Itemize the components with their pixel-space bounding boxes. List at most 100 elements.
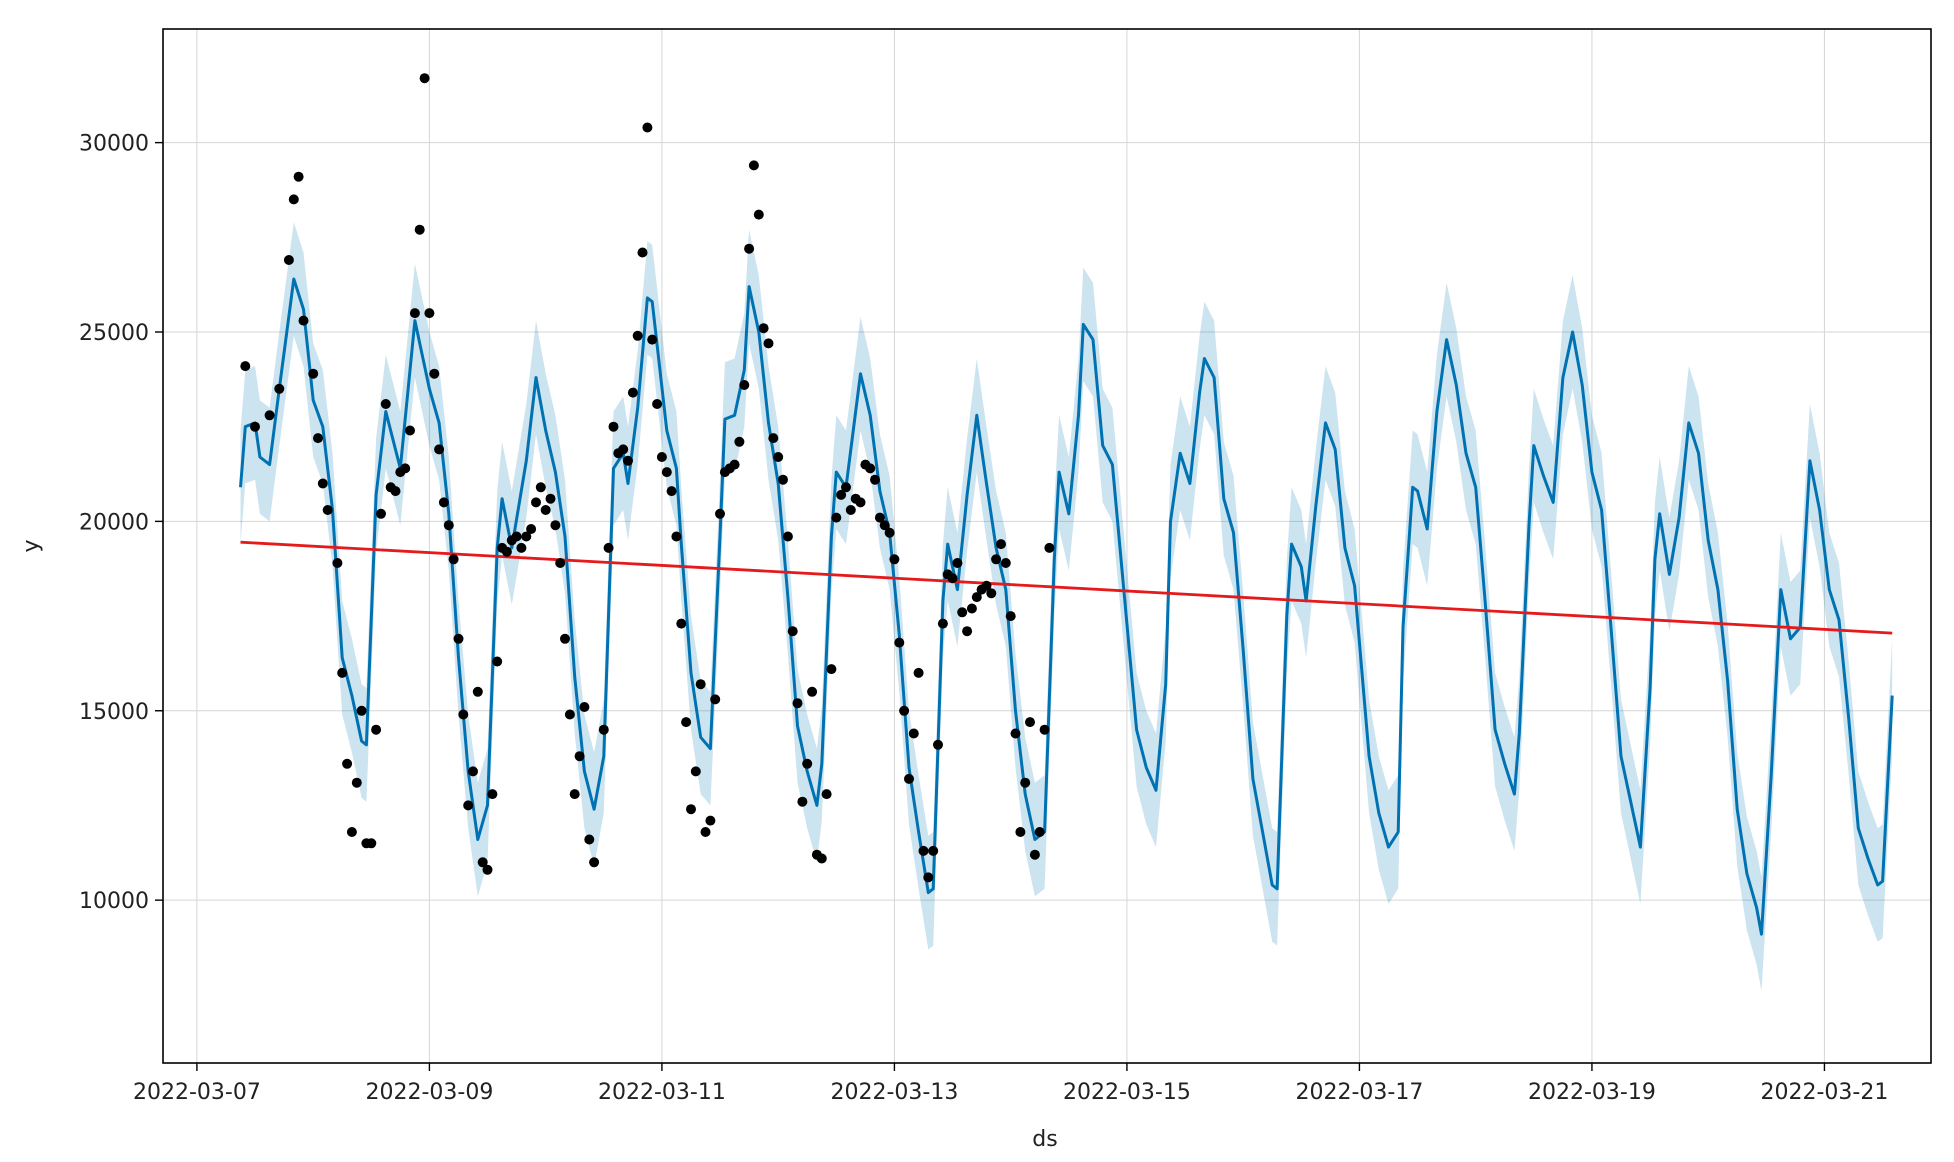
observed-point (618, 444, 629, 455)
x-axis-ticks: 2022-03-07 2022-03-09 2022-03-11 2022-03-13… (133, 1063, 1888, 1105)
observed-point (991, 554, 1002, 565)
plot-frame (162, 28, 1932, 1064)
observed-point (438, 497, 449, 508)
x-tick-label: 2022-03-09 (365, 1080, 493, 1105)
observed-point (884, 527, 895, 538)
observed-point (836, 489, 847, 500)
observed-point (889, 554, 900, 565)
observed-point (986, 588, 997, 599)
observed-point (240, 361, 251, 372)
observed-point (792, 698, 803, 709)
observed-point (603, 542, 614, 553)
observed-point (293, 171, 304, 182)
observed-point (555, 558, 566, 568)
observed-point (1044, 542, 1055, 553)
observed-point (540, 505, 551, 515)
observed-point (782, 531, 793, 542)
observed-point (313, 433, 323, 444)
observed-point (250, 421, 260, 432)
observed-point (608, 421, 619, 432)
observed-point (971, 592, 982, 603)
observed-point (656, 452, 667, 462)
observed-point (405, 425, 415, 436)
x-axis-label: ds (1032, 1127, 1057, 1152)
observed-point (652, 399, 663, 409)
observed-point (569, 789, 580, 800)
observed-point (409, 308, 420, 319)
observed-point (966, 603, 977, 614)
observed-point (831, 512, 842, 523)
y-tick-label: 25000 (79, 321, 149, 346)
observed-point (710, 694, 721, 705)
y-tick-label: 30000 (79, 132, 149, 157)
observed-point (477, 857, 488, 868)
observed-point (845, 505, 856, 515)
observed-point (763, 338, 774, 349)
forecast-line (239, 277, 1894, 936)
observed-point (472, 686, 483, 697)
observed-point (531, 497, 541, 508)
x-tick-label: 2022-03-13 (830, 1080, 958, 1105)
observed-point (550, 520, 561, 531)
observed-point (579, 702, 590, 712)
observed-point (390, 486, 401, 497)
y-axis-label: y (19, 539, 44, 552)
observed-point (855, 497, 866, 508)
x-tick-label: 2022-03-11 (598, 1080, 726, 1105)
observed-point (768, 433, 779, 444)
y-tick-label: 20000 (79, 510, 149, 535)
observed-point (1039, 724, 1050, 735)
observed-point (589, 857, 600, 868)
observed-point (453, 633, 464, 644)
observed-point (308, 368, 319, 379)
observed-point (376, 508, 386, 519)
observed-point (463, 800, 474, 811)
observed-point (933, 739, 943, 750)
observed-point (802, 758, 813, 769)
observed-point (778, 474, 788, 485)
x-tick-label: 2022-03-17 (1295, 1080, 1423, 1105)
observed-point (380, 399, 391, 409)
observed-point (928, 845, 939, 856)
y-axis-ticks: 10000 15000 20000 25000 30000 (79, 132, 163, 914)
observed-point (913, 667, 924, 678)
observed-point (773, 452, 784, 462)
observed-point (996, 539, 1006, 550)
observed-point (899, 705, 910, 716)
observed-point (564, 709, 575, 720)
observed-point (317, 478, 328, 489)
observed-point (492, 656, 503, 667)
observed-point (947, 573, 958, 584)
observed-point (264, 410, 275, 421)
observed-points (240, 73, 1055, 883)
observed-point (516, 542, 527, 553)
observed-point (918, 845, 929, 856)
observed-point (346, 827, 357, 837)
observed-point (443, 520, 454, 531)
observed-point (690, 766, 701, 777)
observed-point (962, 626, 973, 637)
observed-point (487, 789, 498, 800)
observed-point (351, 777, 362, 788)
observed-point (671, 531, 682, 542)
observed-point (627, 387, 638, 398)
observed-point (448, 554, 459, 565)
observed-point (865, 463, 876, 474)
observed-point (841, 482, 851, 493)
observed-point (1010, 728, 1021, 739)
observed-point (458, 709, 469, 720)
observed-point (981, 580, 992, 591)
observed-point (695, 679, 706, 690)
observed-point (482, 864, 493, 875)
observed-point (429, 368, 440, 379)
observed-point (758, 323, 769, 334)
observed-point (632, 330, 643, 341)
observed-point (937, 618, 948, 629)
observed-point (957, 607, 968, 618)
observed-point (274, 383, 285, 394)
observed-point (1005, 611, 1016, 622)
observed-point (676, 618, 687, 629)
observed-point (821, 789, 832, 800)
observed-point (647, 334, 658, 345)
